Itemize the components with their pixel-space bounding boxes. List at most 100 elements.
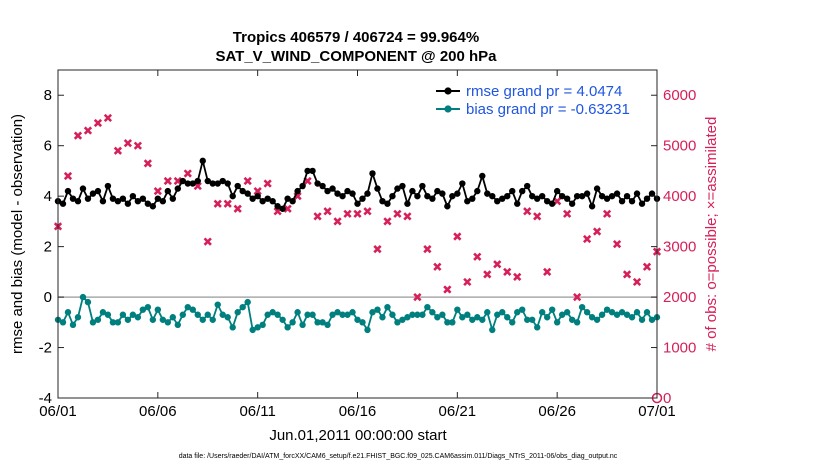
rmse-point: [499, 195, 506, 202]
rmse-point: [548, 200, 556, 207]
x-tick-label: 06/21: [439, 403, 477, 420]
bias-point: [244, 298, 251, 306]
rmse-point: [359, 195, 366, 202]
assimilated-point: [423, 245, 432, 254]
assimilated-point: [513, 272, 522, 282]
rmse-point: [314, 180, 321, 187]
rmse-point: [304, 167, 311, 175]
bias-point: [164, 319, 172, 326]
rmse-point: [84, 195, 92, 202]
assimilated-point: [73, 131, 83, 140]
rmse-point: [563, 195, 571, 202]
rmse-point: [204, 177, 211, 185]
rmse-point: [504, 192, 511, 200]
rmse-point: [64, 187, 72, 195]
rmse-point: [214, 180, 221, 187]
rmse-point: [603, 195, 611, 202]
bias-point: [84, 298, 92, 306]
legend-bias-label: bias grand pr = -0.63231: [466, 101, 630, 118]
right-tick-label: 4000: [663, 188, 696, 205]
bias-point: [299, 321, 306, 329]
rmse-point: [444, 203, 451, 210]
left-tick-label: 8: [44, 87, 52, 104]
bias-point: [154, 306, 162, 313]
bias-point: [314, 319, 321, 326]
rmse-point: [593, 185, 601, 192]
bias-point: [69, 321, 77, 329]
rmse-point: [628, 198, 636, 205]
rmse-point: [459, 180, 466, 187]
bias-point: [209, 316, 216, 323]
bias-point: [279, 316, 286, 323]
assimilated-point: [533, 212, 542, 221]
rmse-point: [189, 180, 196, 187]
bias-point: [309, 311, 316, 318]
bias-point: [79, 293, 87, 301]
legend-bias-marker: [444, 105, 452, 113]
rmse-point: [538, 192, 546, 200]
bias-point: [449, 319, 456, 326]
rmse-point: [529, 192, 536, 200]
rmse-point: [534, 195, 541, 202]
rmse-point: [239, 187, 246, 195]
bias-point: [89, 319, 97, 326]
assimilated-point: [343, 209, 352, 218]
rmse-point: [454, 190, 461, 197]
bias-point: [219, 311, 226, 318]
bias-point: [324, 321, 331, 329]
bias-point: [548, 306, 556, 313]
rmse-point: [144, 200, 152, 207]
legend-rmse-label: rmse grand pr = 4.0474: [466, 83, 622, 100]
bias-point: [519, 306, 526, 313]
bias-point: [194, 311, 201, 318]
right-tick-label: 2000: [663, 289, 696, 306]
rmse-point: [169, 195, 177, 202]
rmse-point: [229, 192, 236, 200]
bias-point: [633, 309, 641, 316]
bias-point: [414, 311, 421, 318]
rmse-point: [583, 190, 591, 197]
bias-point: [543, 314, 551, 321]
bias-point: [354, 316, 361, 323]
rmse-point: [244, 190, 251, 197]
rmse-point: [414, 192, 421, 200]
chart-subtitle: SAT_V_WIND_COMPONENT @ 200 hPa: [215, 48, 497, 65]
bias-point: [474, 314, 481, 321]
rmse-point: [608, 192, 616, 200]
assimilated-point: [253, 186, 262, 196]
rmse-point: [234, 182, 241, 190]
assimilated-point: [203, 237, 212, 246]
rmse-point: [89, 190, 97, 197]
assimilated-point: [403, 212, 412, 221]
left-tick-label: 2: [44, 239, 52, 256]
assimilated-point: [63, 171, 73, 181]
bias-point: [234, 309, 241, 316]
bias-point: [643, 309, 651, 316]
assimilated-point: [622, 270, 632, 279]
rmse-point: [519, 187, 526, 195]
rmse-point: [638, 200, 646, 207]
bias-point: [509, 319, 516, 326]
rmse-point: [354, 200, 361, 207]
rmse-point: [474, 187, 481, 195]
assimilated-point: [233, 204, 242, 213]
rmse-point: [79, 185, 87, 192]
bias-point: [339, 311, 346, 318]
bias-point: [369, 309, 376, 316]
bias-point: [264, 311, 271, 318]
assimilated-point: [113, 146, 123, 155]
bias-point: [169, 314, 177, 321]
rmse-point: [209, 180, 216, 187]
bias-point: [374, 306, 381, 313]
bias-point: [134, 314, 142, 321]
assimilated-point: [123, 139, 133, 148]
rmse-point: [399, 182, 406, 190]
bias-point: [59, 319, 67, 326]
rmse-point: [149, 203, 157, 210]
bias-point: [429, 309, 436, 316]
rmse-point: [139, 195, 147, 202]
bias-point: [109, 319, 117, 326]
rmse-point: [424, 192, 431, 200]
x-tick-label: 07/01: [638, 403, 676, 420]
assimilated-point: [223, 199, 232, 208]
